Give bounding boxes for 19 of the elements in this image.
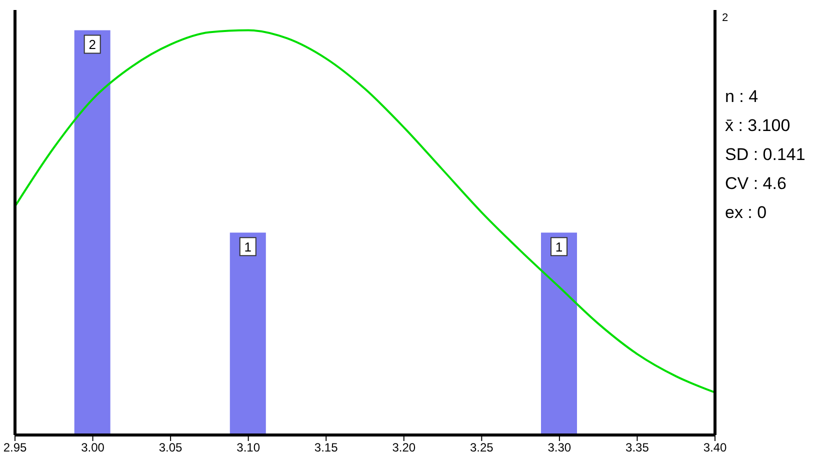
text: n : 4	[725, 86, 760, 108]
x-tick-label: 3.30	[548, 440, 572, 455]
x-tick-label: 3.20	[392, 440, 416, 455]
x-tick-label: 3.05	[158, 440, 183, 455]
data-label: 1	[555, 240, 563, 255]
x-tick-label: 3.00	[81, 440, 105, 455]
text: 2	[722, 12, 728, 24]
x-tick-label: 3.10	[236, 440, 260, 455]
x-tick-label: 3.40	[703, 440, 727, 455]
data-label: 2	[88, 37, 96, 52]
data-label: 1	[244, 240, 252, 255]
x-tick-label: 3.35	[626, 440, 650, 455]
text: ex : 0	[725, 202, 768, 224]
text: CV : 4.6	[725, 173, 788, 195]
x-tick-label: 3.15	[314, 440, 338, 455]
x-tick-label: 2.95	[3, 440, 27, 455]
text: SD : 0.141	[725, 144, 806, 166]
text: x̄ : 3.100	[725, 115, 792, 137]
x-tick-label: 3.25	[470, 440, 494, 455]
